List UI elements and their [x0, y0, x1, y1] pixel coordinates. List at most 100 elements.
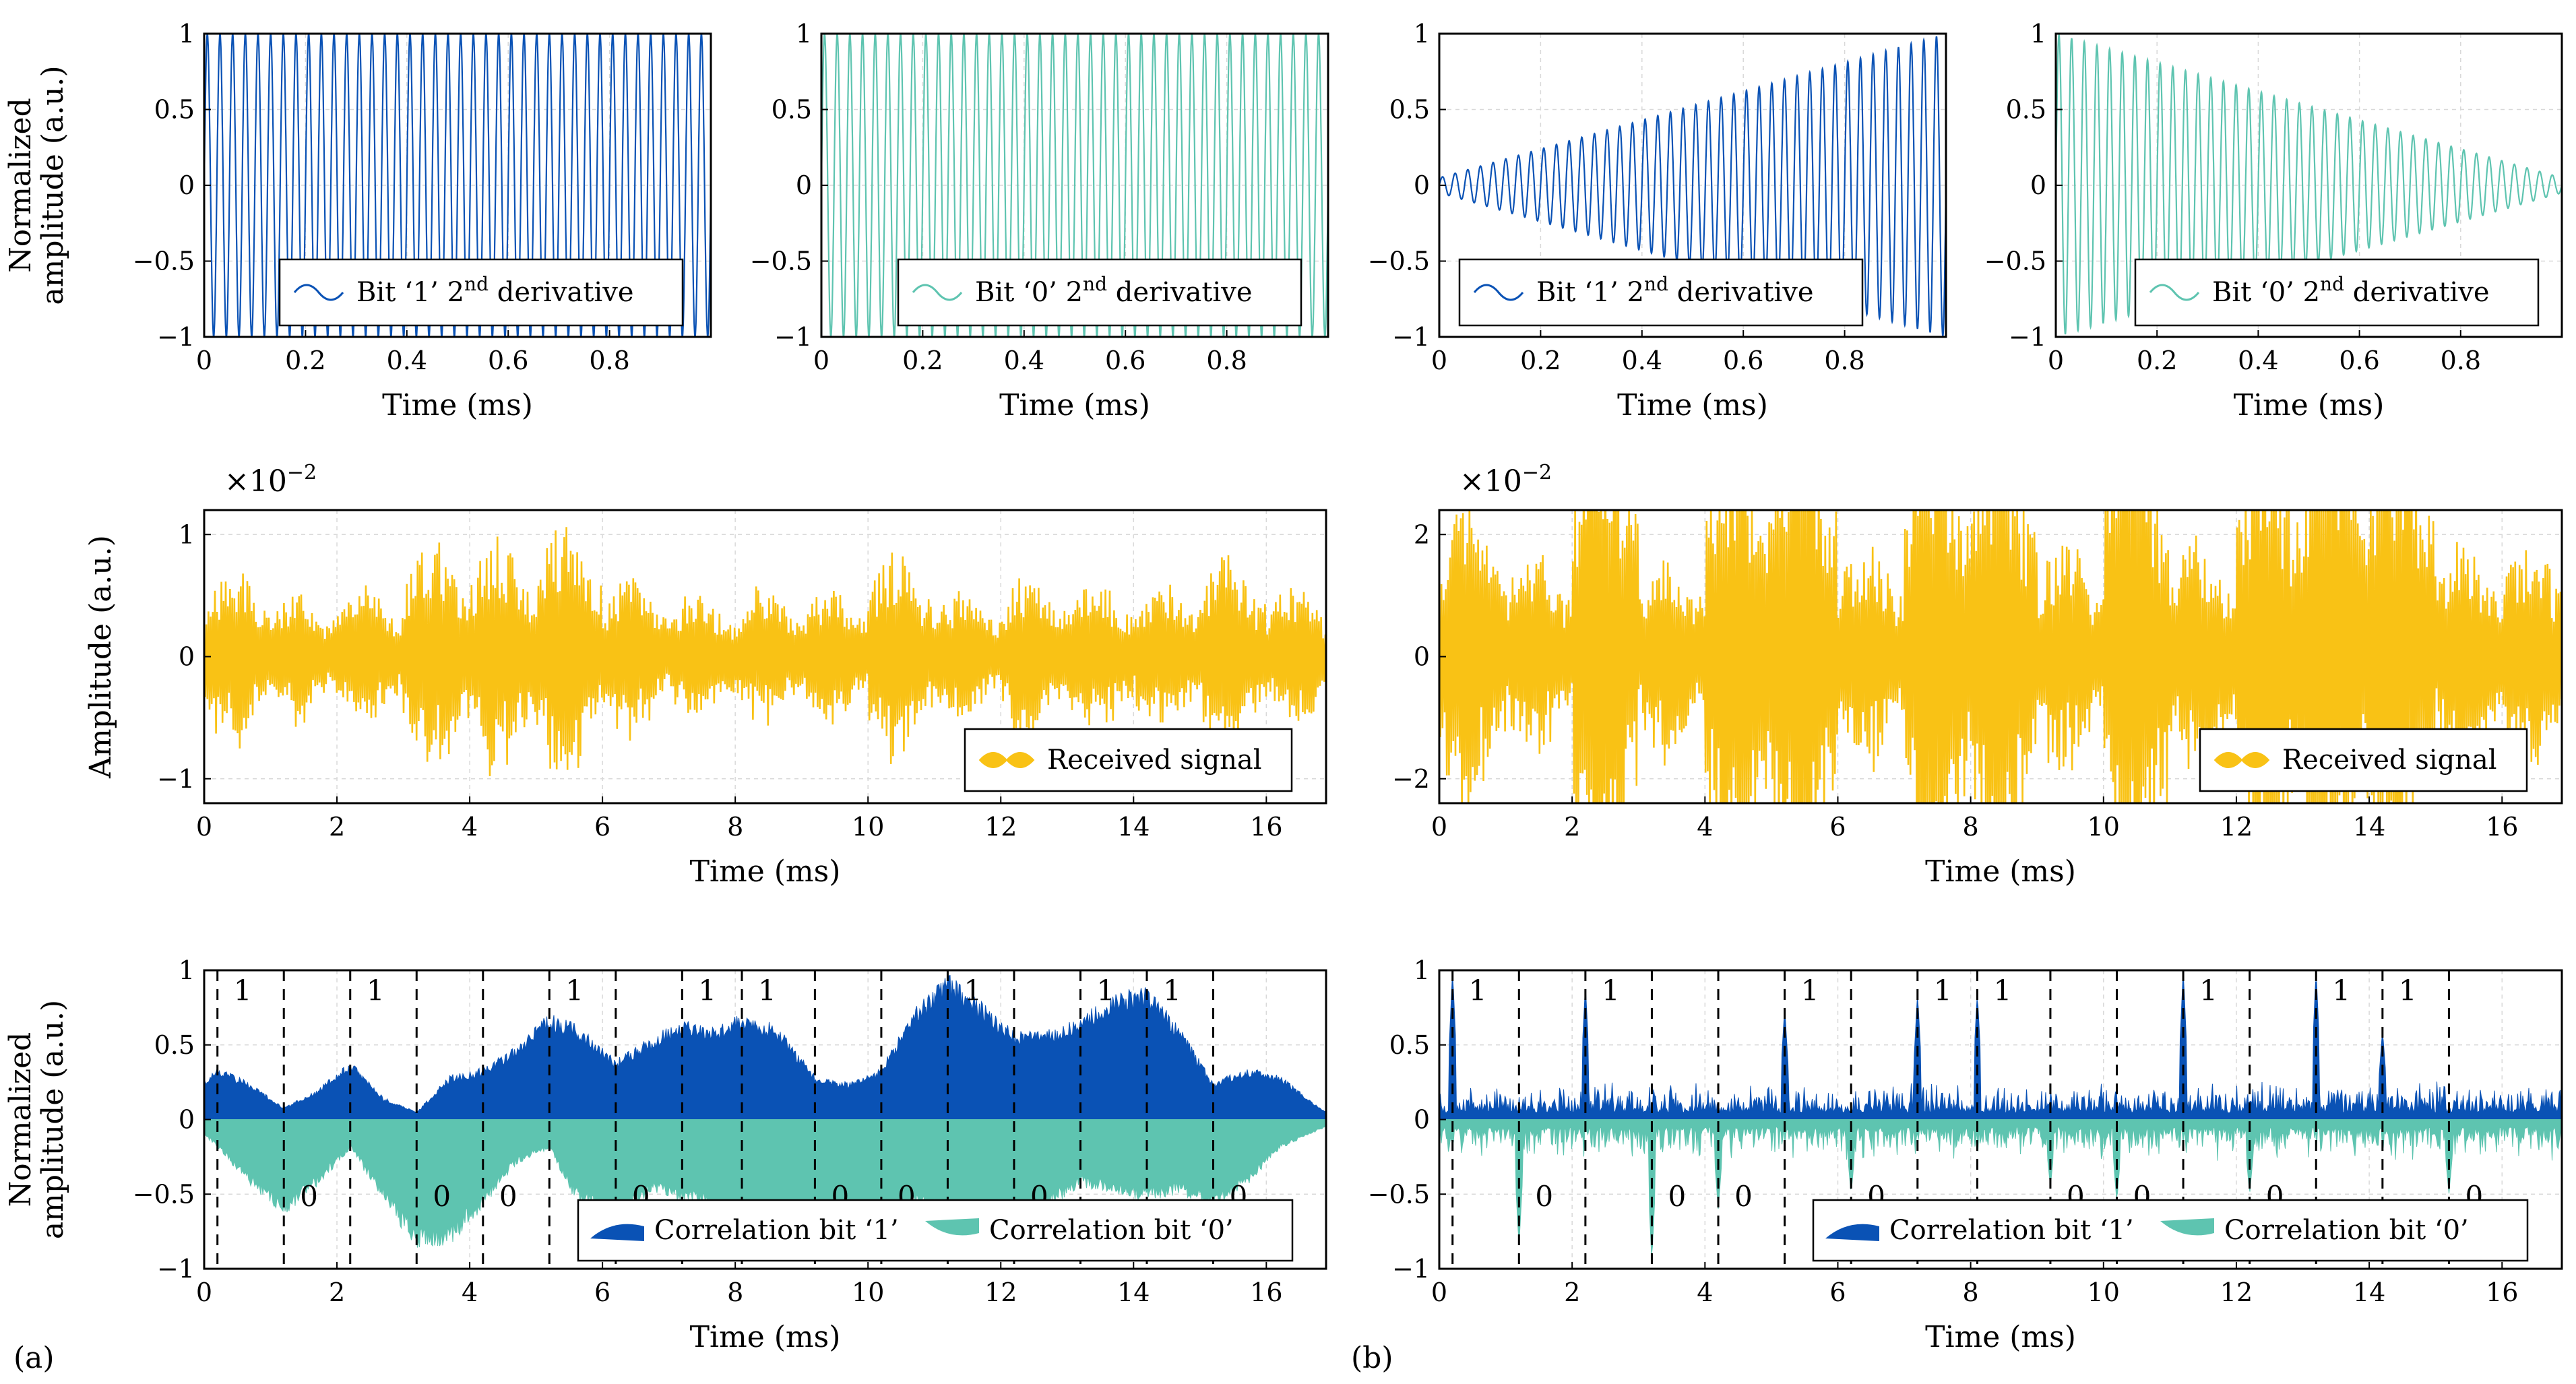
y-tick-label: −0.5 — [1368, 247, 1430, 276]
x-tick-label: 0 — [813, 346, 829, 375]
x-tick-label: 0.2 — [2137, 346, 2177, 375]
x-tick-label: 4 — [462, 1278, 478, 1307]
x-tick-label: 0.6 — [1105, 346, 1145, 375]
x-tick-label: 4 — [1697, 1278, 1713, 1307]
x-axis-label: Time (ms) — [2234, 388, 2385, 422]
bit-label: 1 — [758, 974, 776, 1007]
x-tick-label: 2 — [1564, 1278, 1580, 1307]
legend-text: Bit ‘0’ 2 — [975, 277, 1083, 308]
x-tick-label: 10 — [2087, 812, 2120, 842]
legend-swatch-line — [1473, 284, 1524, 301]
x-tick-label: 14 — [2353, 1278, 2385, 1307]
legend-box — [897, 258, 1302, 327]
y-tick-label: −1 — [157, 322, 195, 352]
x-tick-label: 0 — [2048, 346, 2064, 375]
x-axis-label: Time (ms) — [1925, 854, 2076, 889]
y-tick-label: −2 — [1392, 764, 1430, 794]
legend: Correlation bit ‘1’ Correlation bit ‘0’ — [1812, 1199, 2529, 1262]
y-tick-label: 0.5 — [154, 95, 195, 125]
x-tick-label: 16 — [1250, 1278, 1282, 1307]
x-tick-label: 4 — [462, 812, 478, 842]
chart-p3: 0 0.2 0.4 0.6 0.8 −1 −0.5 0 0.5 1 Time (ms) Bit ‘1’… — [1368, 19, 1947, 422]
x-tick-label: 0.6 — [488, 346, 528, 375]
legend-text: Bit ‘1’ 2 — [1536, 277, 1644, 308]
legend: Received signal — [2199, 728, 2528, 792]
x-tick-label: 8 — [1963, 1278, 1979, 1307]
x-tick-label: 0.2 — [285, 346, 325, 375]
bit-label: 1 — [1602, 974, 1620, 1007]
y-tick-label: 1 — [1414, 955, 1430, 985]
x-tick-label: 2 — [1564, 812, 1580, 842]
x-axis-label: Time (ms) — [999, 388, 1150, 422]
x-tick-label: 0.8 — [2441, 346, 2481, 375]
x-tick-label: 0 — [1431, 1278, 1447, 1307]
x-tick-label: 6 — [1829, 812, 1846, 842]
y-tick-label: 0 — [1414, 170, 1430, 200]
legend-superscript: nd — [2320, 273, 2344, 295]
legend-label: Bit ‘1’ 2nd derivative — [356, 273, 634, 308]
multiplier-exponent: −2 — [1522, 461, 1552, 484]
y-tick-label: −1 — [1392, 322, 1430, 352]
x-tick-label: 10 — [2087, 1278, 2120, 1307]
axis-multiplier: ×10−2 — [224, 461, 317, 499]
legend-superscript: nd — [1083, 273, 1107, 295]
y-tick-label: −1 — [157, 764, 195, 794]
y-tick-label: 0.5 — [154, 1030, 195, 1060]
x-tick-label: 0 — [1431, 346, 1447, 375]
legend: Bit ‘0’ 2nd derivative — [897, 258, 1302, 327]
x-tick-label: 2 — [329, 1278, 345, 1307]
bit-label: 1 — [234, 974, 252, 1007]
axis-multiplier: ×10−2 — [1459, 461, 1552, 499]
y-tick-label: 0 — [179, 170, 195, 200]
x-tick-label: 2 — [329, 812, 345, 842]
legend-label: Bit ‘0’ 2nd derivative — [2212, 273, 2490, 308]
x-tick-label: 0.8 — [589, 346, 629, 375]
multiplier-exponent: −2 — [287, 461, 317, 484]
legend-swatch-line — [293, 284, 344, 301]
x-tick-label: 0 — [196, 812, 212, 842]
panel-label: (b) — [1351, 1341, 1393, 1375]
bit-label: 1 — [2399, 974, 2417, 1007]
x-tick-label: 8 — [727, 812, 743, 842]
series-received-p6 — [1439, 510, 2562, 803]
y-tick-label: −1 — [157, 1254, 195, 1284]
legend-swatch-area — [978, 752, 1035, 768]
bit-label: 0 — [499, 1180, 517, 1213]
x-tick-label: 14 — [1117, 812, 1150, 842]
bit-label: 0 — [1668, 1180, 1687, 1213]
y-tick-label: 1 — [179, 520, 195, 549]
legend-swatch-line — [2149, 284, 2200, 301]
y-tick-label: −1 — [1392, 1254, 1430, 1284]
plot-area — [1439, 972, 2562, 1255]
x-tick-label: 0.4 — [1622, 346, 1662, 375]
x-tick-label: 0.4 — [2238, 346, 2278, 375]
x-tick-label: 0 — [196, 1278, 212, 1307]
plot-area — [1439, 510, 2562, 803]
y-axis-label: Normalized — [3, 1032, 38, 1207]
x-tick-label: 8 — [1963, 812, 1979, 842]
chart-p1: 0 0.2 0.4 0.6 0.8 −1 −0.5 0 0.5 1 Time (ms) Normali… — [3, 19, 712, 422]
x-tick-label: 0.2 — [902, 346, 943, 375]
legend: Received signal — [964, 728, 1293, 792]
legend-box — [1458, 258, 1864, 327]
legend-label: Received signal — [2282, 745, 2497, 776]
legend-superscript: nd — [464, 273, 489, 295]
x-tick-label: 14 — [2353, 812, 2385, 842]
legend-swatch-area — [2213, 752, 2270, 768]
x-axis-label: Time (ms) — [1925, 1320, 2076, 1354]
legend-label: Bit ‘1’ 2nd derivative — [1536, 273, 1814, 308]
legend-tail: derivative — [1107, 277, 1253, 308]
legend-label-bit1: Correlation bit ‘1’ — [1889, 1215, 2134, 1246]
x-tick-label: 4 — [1697, 812, 1713, 842]
x-tick-label: 6 — [594, 1278, 610, 1307]
bit-label: 0 — [1535, 1180, 1553, 1213]
bit-label: 0 — [1734, 1180, 1753, 1213]
legend-swatch-bit0 — [925, 1218, 979, 1236]
legend-label-bit0: Correlation bit ‘0’ — [2224, 1215, 2469, 1246]
y-axis-label: amplitude (a.u.) — [36, 1000, 70, 1239]
y-axis-label: Amplitude (a.u.) — [84, 535, 118, 779]
series-line-p3 — [1439, 36, 1946, 336]
